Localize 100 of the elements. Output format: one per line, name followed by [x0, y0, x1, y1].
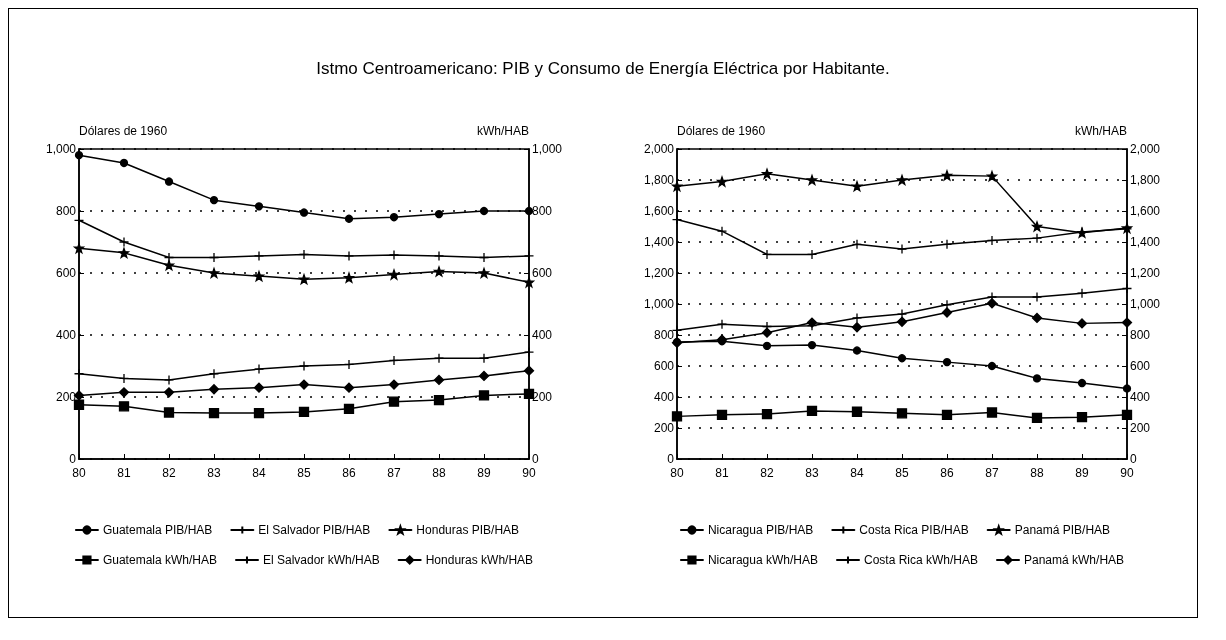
y2-tick-label: 1,000	[1130, 297, 1161, 311]
x-tick-label: 88	[432, 466, 446, 480]
point	[806, 405, 818, 417]
point	[986, 407, 998, 418]
point	[343, 272, 355, 283]
point	[73, 243, 85, 254]
y-tick-label: 1,400	[643, 235, 675, 249]
point	[298, 274, 310, 285]
point	[478, 370, 490, 382]
point	[119, 158, 129, 168]
y2-tick-label: 1,400	[1130, 235, 1161, 249]
x-tick-label: 84	[252, 466, 266, 480]
point	[479, 206, 489, 216]
y-tick-label: 800	[55, 204, 77, 218]
point	[1076, 318, 1088, 329]
point	[896, 316, 908, 327]
y2-axis-title: kWh/HAB	[476, 124, 529, 138]
y-tick-label: 200	[55, 390, 77, 404]
legend-label: Nicaragua kWh/HAB	[707, 553, 818, 567]
x-tick-label: 81	[117, 466, 131, 480]
x-tick-label: 86	[940, 466, 954, 480]
point	[253, 363, 265, 375]
y2-tick-label: 800	[532, 204, 553, 218]
point	[852, 346, 862, 355]
legend-label: Guatemala kWh/HAB	[102, 553, 217, 567]
y-tick-label: 1,200	[643, 266, 675, 280]
point	[389, 213, 399, 222]
y2-tick-label: 600	[1130, 359, 1151, 373]
point	[388, 249, 400, 261]
point	[671, 411, 683, 422]
point	[762, 341, 772, 350]
point	[716, 226, 728, 237]
point	[209, 196, 219, 205]
x-tick-label: 85	[895, 466, 909, 480]
point	[941, 170, 953, 181]
point	[388, 396, 400, 407]
y-tick-label: 1,000	[643, 297, 675, 311]
point	[478, 252, 490, 263]
point	[253, 382, 265, 393]
point	[433, 266, 445, 277]
point	[1121, 409, 1133, 420]
point	[1031, 291, 1043, 303]
y2-axis-title: kWh/HAB	[1074, 124, 1127, 138]
y-axis-title: Dólares de 1960	[677, 124, 766, 138]
point	[433, 374, 445, 386]
point	[343, 403, 355, 414]
point	[253, 250, 265, 262]
point	[298, 379, 310, 390]
point	[761, 408, 773, 420]
point	[388, 355, 400, 366]
point	[896, 243, 908, 255]
y-tick-label: 1,000	[45, 142, 77, 156]
point	[433, 353, 445, 364]
point	[761, 249, 773, 260]
point	[1032, 374, 1042, 383]
y-tick-label: 0	[667, 452, 675, 466]
x-tick-label: 87	[985, 466, 999, 480]
x-tick-label: 90	[1120, 466, 1134, 480]
point	[298, 249, 310, 260]
x-tick-label: 82	[760, 466, 774, 480]
point	[478, 267, 490, 279]
point	[986, 298, 998, 309]
point	[118, 387, 130, 398]
x-tick-label: 80	[670, 466, 684, 480]
y-axis-title: Dólares de 1960	[79, 124, 168, 138]
point	[851, 406, 863, 417]
point	[478, 353, 490, 364]
point	[434, 209, 444, 219]
legend-label: Honduras PIB/HAB	[416, 523, 520, 537]
point	[118, 401, 130, 412]
point	[716, 176, 728, 187]
y-tick-label: 400	[55, 328, 77, 342]
x-tick-label: 88	[1030, 466, 1044, 480]
point	[806, 174, 818, 186]
x-tick-label: 89	[1075, 466, 1089, 480]
point	[253, 407, 265, 419]
point	[344, 214, 354, 223]
point	[716, 409, 728, 420]
legend-label: Nicaragua PIB/HAB	[707, 523, 814, 537]
point	[118, 247, 130, 258]
y-tick-label: 200	[653, 421, 675, 435]
y2-tick-label: 1,600	[1130, 204, 1161, 218]
point	[343, 359, 355, 370]
point	[388, 379, 400, 390]
x-tick-label: 82	[162, 466, 176, 480]
point	[1077, 378, 1087, 388]
legend-label: Guatemala PIB/HAB	[102, 523, 213, 537]
point	[986, 170, 998, 182]
point	[208, 252, 220, 263]
point	[299, 208, 309, 217]
point	[1076, 412, 1088, 423]
point	[73, 399, 85, 410]
y-tick-label: 1,600	[643, 204, 675, 218]
legend-label: Costa Rica PIB/HAB	[859, 523, 969, 537]
legend-label: Honduras kWh/HAB	[425, 553, 534, 567]
x-tick-label: 83	[207, 466, 221, 480]
point	[1031, 412, 1043, 424]
point	[163, 387, 175, 398]
y2-tick-label: 0	[532, 452, 539, 466]
x-tick-label: 87	[387, 466, 401, 480]
